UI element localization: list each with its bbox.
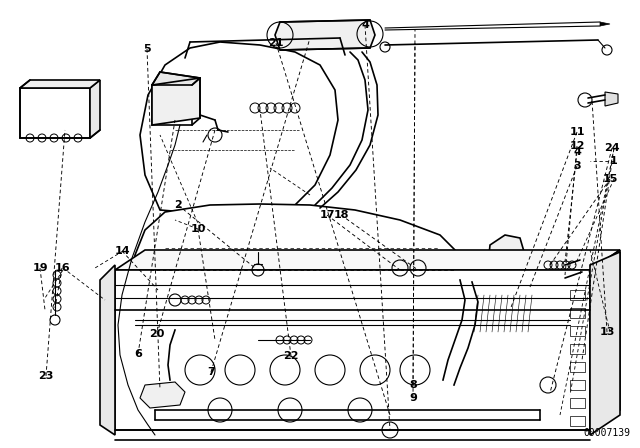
Text: 4: 4 — [361, 20, 369, 30]
Polygon shape — [152, 72, 200, 85]
Text: 13: 13 — [599, 327, 614, 337]
Text: 19: 19 — [32, 263, 48, 273]
Polygon shape — [140, 382, 185, 408]
Polygon shape — [152, 78, 200, 125]
Text: 14: 14 — [114, 246, 130, 256]
Bar — [570, 344, 585, 354]
Polygon shape — [488, 235, 525, 280]
Text: 6: 6 — [134, 349, 142, 359]
Text: 17: 17 — [319, 210, 335, 220]
Text: 23: 23 — [38, 371, 54, 381]
Polygon shape — [590, 252, 620, 435]
Text: 20: 20 — [149, 329, 164, 339]
Bar — [570, 416, 585, 426]
Polygon shape — [20, 88, 90, 138]
Text: 00007139: 00007139 — [583, 428, 630, 438]
Bar — [570, 380, 585, 390]
Text: 12: 12 — [569, 141, 585, 151]
Text: 10: 10 — [190, 224, 205, 234]
Text: 22: 22 — [284, 351, 299, 361]
Text: 18: 18 — [333, 210, 349, 220]
Text: 9: 9 — [409, 393, 417, 403]
Text: 16: 16 — [54, 263, 70, 273]
Polygon shape — [20, 80, 100, 88]
Polygon shape — [115, 270, 590, 430]
Text: 2: 2 — [174, 200, 182, 210]
Polygon shape — [605, 92, 618, 106]
Bar — [570, 308, 585, 318]
Text: 5: 5 — [143, 44, 151, 54]
Polygon shape — [530, 278, 560, 302]
Polygon shape — [152, 85, 192, 125]
Bar — [570, 290, 585, 300]
Polygon shape — [470, 290, 545, 335]
Text: 7: 7 — [207, 367, 215, 377]
Polygon shape — [90, 80, 100, 138]
Polygon shape — [275, 20, 375, 50]
Polygon shape — [590, 250, 620, 430]
Text: 11: 11 — [569, 127, 585, 137]
Text: 24: 24 — [604, 143, 620, 153]
Bar — [570, 362, 585, 372]
Polygon shape — [115, 250, 620, 270]
Text: 1: 1 — [610, 156, 618, 166]
Polygon shape — [140, 42, 338, 218]
Text: 4: 4 — [573, 147, 581, 157]
Text: 3: 3 — [573, 161, 581, 171]
Polygon shape — [100, 265, 115, 435]
Polygon shape — [130, 204, 465, 340]
Polygon shape — [600, 22, 610, 26]
Text: 21: 21 — [268, 38, 284, 48]
Text: 15: 15 — [602, 174, 618, 184]
Text: 8: 8 — [409, 380, 417, 390]
Bar — [570, 326, 585, 336]
Bar — [570, 398, 585, 408]
